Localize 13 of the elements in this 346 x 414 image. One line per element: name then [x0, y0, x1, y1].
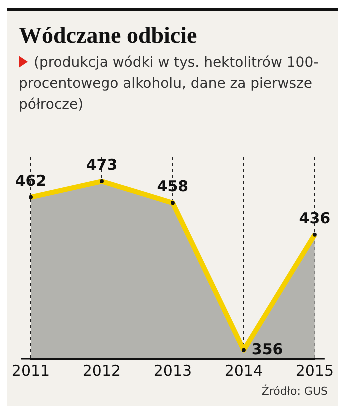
data-label: 473 [86, 156, 118, 174]
data-label: 436 [299, 209, 331, 228]
data-label: 462 [15, 172, 47, 190]
chart-subtitle: (produkcja wódki w tys. hektolitrów 100-procentowego alkoholu, dane za pierwsze półrocze) [19, 55, 319, 113]
x-tick-label: 2011 [12, 362, 50, 380]
x-tick-label: 2013 [154, 362, 192, 380]
data-label: 356 [252, 340, 284, 359]
x-tick-label: 2012 [82, 362, 122, 380]
x-tick-label: 2014 [224, 362, 264, 380]
chart-title: Wódczane odbicie [19, 23, 198, 49]
text: Źródło: GUS [262, 385, 328, 398]
x-tick-label: 2015 [296, 362, 334, 380]
data-label: 458 [157, 178, 189, 196]
